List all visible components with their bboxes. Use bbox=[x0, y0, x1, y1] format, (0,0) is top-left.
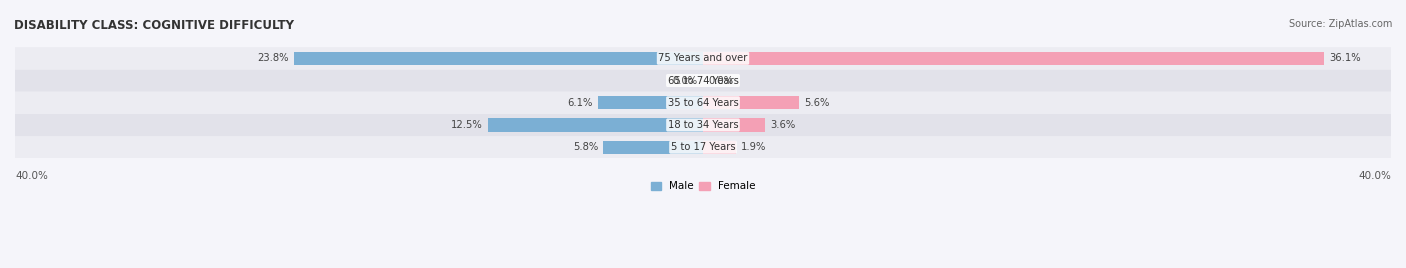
Bar bbox=[603, 140, 703, 154]
Bar bbox=[703, 52, 1324, 65]
Text: 36.1%: 36.1% bbox=[1329, 53, 1361, 63]
Bar bbox=[488, 118, 703, 132]
Text: 23.8%: 23.8% bbox=[257, 53, 288, 63]
Text: 75 Years and over: 75 Years and over bbox=[658, 53, 748, 63]
Text: 12.5%: 12.5% bbox=[451, 120, 482, 130]
Text: 5 to 17 Years: 5 to 17 Years bbox=[671, 142, 735, 152]
Text: 65 to 74 Years: 65 to 74 Years bbox=[668, 76, 738, 85]
Text: 3.6%: 3.6% bbox=[770, 120, 796, 130]
Bar bbox=[598, 96, 703, 109]
Text: 40.0%: 40.0% bbox=[15, 171, 48, 181]
Bar bbox=[703, 140, 735, 154]
FancyBboxPatch shape bbox=[15, 69, 1391, 92]
Text: 5.6%: 5.6% bbox=[804, 98, 830, 108]
Text: 0.0%: 0.0% bbox=[709, 76, 734, 85]
FancyBboxPatch shape bbox=[15, 136, 1391, 158]
Text: 6.1%: 6.1% bbox=[568, 98, 593, 108]
FancyBboxPatch shape bbox=[15, 92, 1391, 114]
Text: 35 to 64 Years: 35 to 64 Years bbox=[668, 98, 738, 108]
Text: 1.9%: 1.9% bbox=[741, 142, 766, 152]
FancyBboxPatch shape bbox=[15, 47, 1391, 69]
Text: 5.8%: 5.8% bbox=[572, 142, 598, 152]
Text: DISABILITY CLASS: COGNITIVE DIFFICULTY: DISABILITY CLASS: COGNITIVE DIFFICULTY bbox=[14, 19, 294, 32]
Bar bbox=[703, 118, 765, 132]
FancyBboxPatch shape bbox=[15, 114, 1391, 136]
Text: Source: ZipAtlas.com: Source: ZipAtlas.com bbox=[1288, 19, 1392, 29]
Bar bbox=[703, 96, 800, 109]
Bar bbox=[294, 52, 703, 65]
Text: 40.0%: 40.0% bbox=[1358, 171, 1391, 181]
Text: 0.0%: 0.0% bbox=[672, 76, 697, 85]
Text: 18 to 34 Years: 18 to 34 Years bbox=[668, 120, 738, 130]
Legend: Male, Female: Male, Female bbox=[647, 177, 759, 195]
